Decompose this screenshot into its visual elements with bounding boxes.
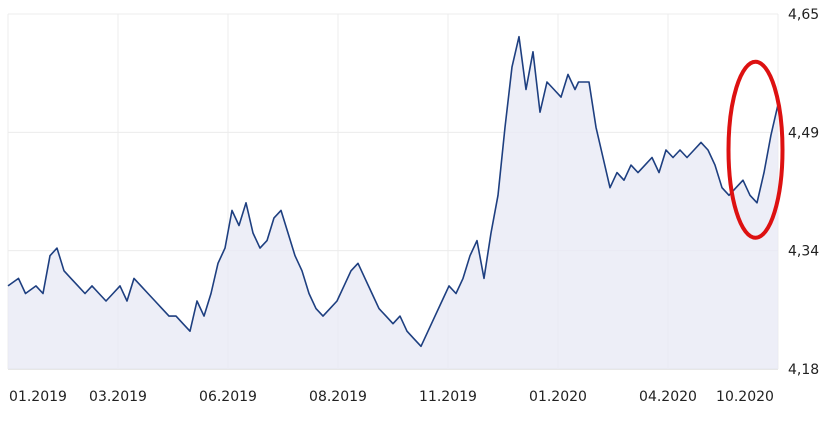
x-tick-label: 06.2019 xyxy=(199,389,257,405)
y-tick-label: 4,65 xyxy=(788,7,819,23)
x-axis-ticks: 01.2019 03.2019 06.2019 08.2019 11.2019 01.20… xyxy=(9,389,774,405)
x-tick-label: 11.2019 xyxy=(419,389,477,405)
x-tick-label: 01.2019 xyxy=(9,389,67,405)
x-tick-label: 08.2019 xyxy=(309,389,367,405)
series-line xyxy=(7,35,779,348)
x-tick-label: 10.2020 xyxy=(716,389,774,405)
y-tick-label: 4,34 xyxy=(788,244,819,260)
y-tick-label: 4,49 xyxy=(788,125,819,141)
y-tick-label: 4,18 xyxy=(788,362,819,378)
series-area xyxy=(8,36,778,369)
highlight-annotation xyxy=(726,59,785,240)
x-tick-label: 03.2019 xyxy=(89,389,147,405)
x-tick-label: 01.2020 xyxy=(529,389,587,405)
y-axis-ticks: 4,18 4,34 4,49 4,65 xyxy=(788,7,819,378)
x-tick-label: 04.2020 xyxy=(639,389,697,405)
